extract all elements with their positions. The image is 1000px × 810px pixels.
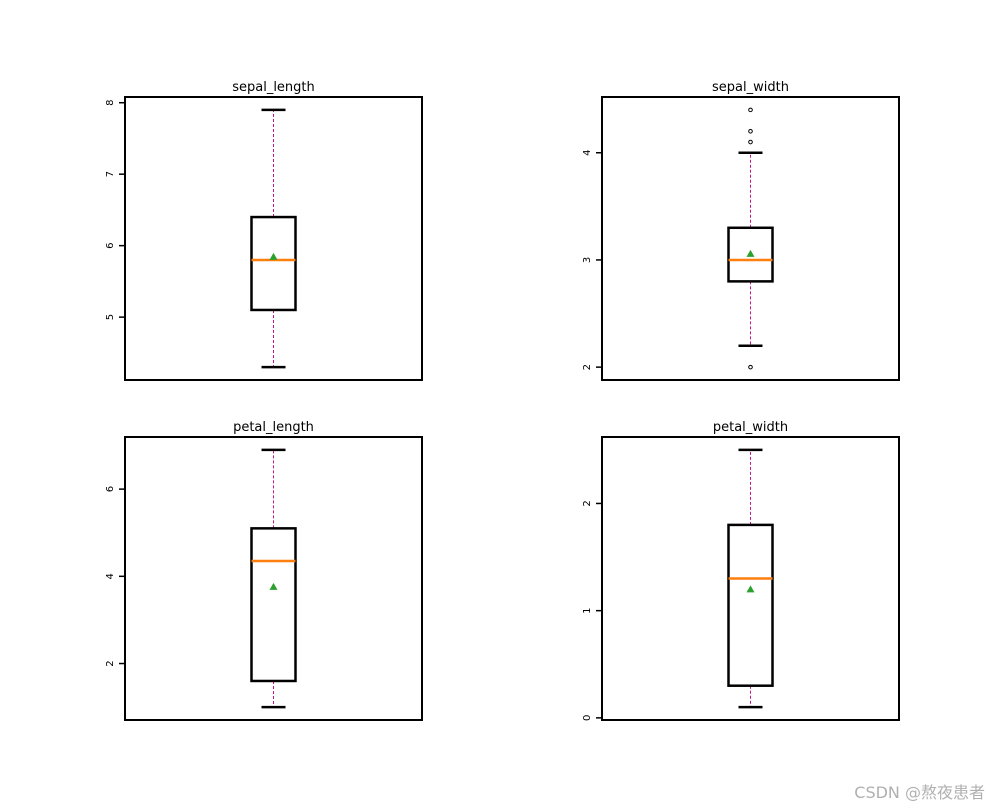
subplot-title: sepal_length [232, 80, 315, 95]
y-tick-label: 6 [105, 242, 116, 248]
box [250, 215, 297, 312]
axes-frame [124, 96, 423, 381]
subplot-title: petal_length [233, 420, 314, 435]
flier [748, 129, 753, 134]
y-tick-label: 8 [105, 100, 116, 106]
y-tick-label: 5 [105, 314, 116, 320]
flier [748, 139, 753, 145]
axes-frame [124, 436, 423, 721]
y-tick-label: 4 [582, 150, 593, 156]
box [250, 527, 297, 683]
mean-marker [269, 252, 278, 260]
mean-marker [746, 249, 755, 257]
subplot-title: sepal_width [712, 80, 789, 95]
flier [748, 107, 753, 113]
flier [748, 364, 753, 370]
box [727, 523, 774, 687]
mean-marker [746, 585, 755, 593]
y-tick-label: 2 [582, 500, 593, 506]
y-tick-label: 7 [105, 171, 116, 177]
y-tick-label: 3 [582, 257, 593, 263]
axes-frame [601, 436, 900, 721]
y-tick-label: 0 [582, 715, 593, 721]
mean-marker [269, 582, 278, 590]
y-tick-label: 2 [582, 364, 593, 370]
watermark: CSDN @熬夜患者 [854, 783, 985, 802]
y-tick-label: 4 [105, 573, 116, 579]
y-tick-label: 6 [105, 486, 116, 492]
y-tick-label: 1 [582, 607, 593, 613]
axes-frame [601, 96, 900, 381]
box [727, 226, 774, 283]
y-tick-label: 2 [105, 660, 116, 666]
subplot-title: petal_width [713, 420, 788, 435]
